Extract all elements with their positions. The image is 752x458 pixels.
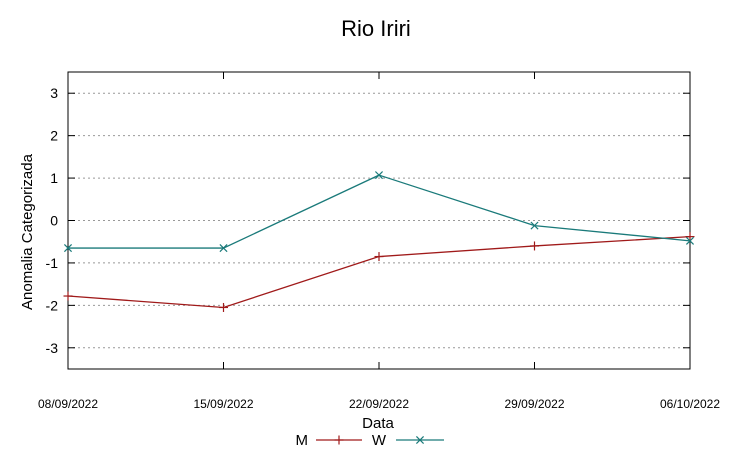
grid-lines bbox=[68, 92, 690, 349]
data-point-W bbox=[530, 221, 539, 230]
data-point-W bbox=[685, 236, 695, 245]
data-point-M bbox=[63, 291, 73, 301]
series-line-M bbox=[67, 235, 691, 309]
y-axis-label: Anomalia Categorizada bbox=[19, 153, 36, 310]
y-tick-label: 2 bbox=[50, 128, 58, 144]
y-tick-label: 1 bbox=[50, 170, 58, 186]
legend-marker-W bbox=[415, 435, 425, 445]
y-tick-label: -1 bbox=[46, 255, 59, 271]
x-tick-label: 15/09/2022 bbox=[193, 397, 253, 411]
y-tick-label: 3 bbox=[50, 85, 58, 101]
legend-label-M: M bbox=[296, 432, 309, 449]
x-tick-label: 08/09/2022 bbox=[38, 397, 98, 411]
data-point-M bbox=[219, 302, 228, 312]
series-group bbox=[63, 171, 695, 312]
data-point-W bbox=[219, 244, 228, 253]
x-axis-ticks: 08/09/2022 15/09/2022 22/09/2022 29/09/2022… bbox=[38, 72, 720, 411]
legend-label-W: W bbox=[372, 432, 387, 449]
data-point-M bbox=[374, 252, 384, 262]
chart-title: Rio Iriri bbox=[341, 16, 411, 41]
x-tick-label: 22/09/2022 bbox=[349, 397, 409, 411]
series-line-W bbox=[68, 174, 691, 249]
y-tick-label: -3 bbox=[46, 340, 59, 356]
y-tick-label: -2 bbox=[46, 297, 59, 313]
x-tick-label: 06/10/2022 bbox=[660, 397, 720, 411]
data-point-M bbox=[685, 232, 695, 242]
data-point-W bbox=[63, 244, 73, 253]
data-point-M bbox=[530, 241, 539, 251]
x-tick-label: 29/09/2022 bbox=[504, 397, 564, 411]
x-axis-label: Data bbox=[362, 415, 394, 432]
legend-marker-M bbox=[334, 435, 344, 445]
y-tick-label: 0 bbox=[50, 213, 58, 229]
y-axis-ticks: 3 2 1 0 -1 -2 -3 bbox=[46, 85, 690, 356]
data-point-W bbox=[374, 171, 384, 180]
